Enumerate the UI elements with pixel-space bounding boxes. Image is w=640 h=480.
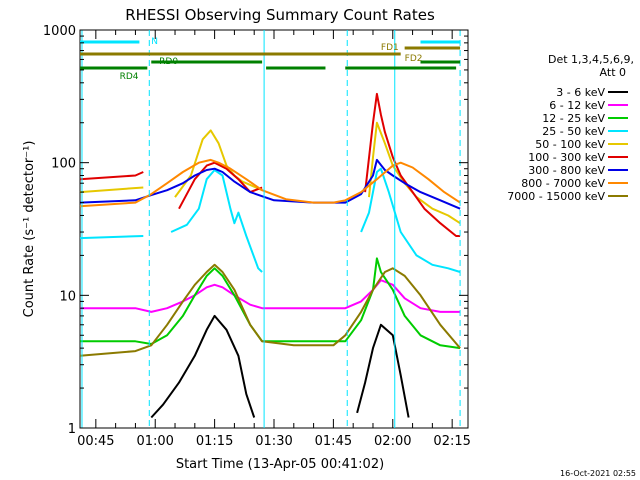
- series-line: [150, 314, 410, 419]
- y-axis: 1 10 100 1000: [43, 24, 468, 437]
- legend-entry-label: 6 - 12 keV: [549, 99, 605, 112]
- attenuator-decimation-bars: N FD1 FD2 RD0 RD4: [80, 37, 461, 82]
- y-axis-label: Count Rate (s⁻¹ detector⁻¹): [22, 141, 37, 318]
- legend-entry-label: 300 - 800 keV: [528, 164, 605, 177]
- legend-entry-label: 50 - 100 keV: [535, 138, 605, 151]
- legend-entry-label: 100 - 300 keV: [528, 151, 605, 164]
- series-line: [79, 263, 461, 357]
- y-tick-label: 1: [68, 422, 76, 437]
- legend-entry-label: 3 - 6 keV: [556, 86, 605, 99]
- annotation-label-rd0: RD0: [159, 57, 178, 67]
- legend-entry-label: 800 - 7000 keV: [521, 177, 605, 190]
- x-tick-label: 01:45: [315, 434, 352, 449]
- series-line: [79, 121, 461, 225]
- annotation-label-rd4: RD4: [120, 72, 139, 82]
- legend-entry-label: 12 - 25 keV: [542, 112, 605, 125]
- series-line: [79, 158, 461, 208]
- x-tick-label: 01:00: [136, 434, 173, 449]
- legend-entry-label: 7000 - 15000 keV: [507, 190, 605, 203]
- legend-header-line-1: Det 1,3,4,5,6,9,: [548, 53, 634, 66]
- annotation-label-fd1: FD1: [381, 43, 399, 53]
- y-tick-label: 100: [51, 157, 76, 172]
- y-tick-label: 1000: [43, 24, 76, 39]
- footer-timestamp: 16-Oct-2021 02:55: [560, 469, 636, 478]
- legend-entry-label: 25 - 50 keV: [542, 125, 605, 138]
- legend-header-line-2: Att 0: [600, 66, 626, 79]
- x-tick-label: 00:45: [77, 434, 114, 449]
- series-line: [80, 279, 461, 313]
- x-tick-label: 01:15: [196, 434, 233, 449]
- y-tick-label: 10: [59, 289, 76, 304]
- x-tick-label: 02:15: [433, 434, 470, 449]
- vertical-lines: [81, 30, 461, 428]
- x-tick-label: 02:00: [374, 434, 411, 449]
- x-axis: 00:45 01:00 01:15 01:30 01:45 02:00 02:15: [77, 30, 471, 449]
- chart-title: RHESSI Observing Summary Count Rates: [125, 6, 435, 24]
- annotation-label-n: N: [151, 37, 158, 47]
- annotation-label-fd2: FD2: [405, 54, 423, 64]
- x-tick-label: 01:30: [255, 434, 292, 449]
- x-axis-label: Start Time (13-Apr-05 00:41:02): [176, 457, 384, 472]
